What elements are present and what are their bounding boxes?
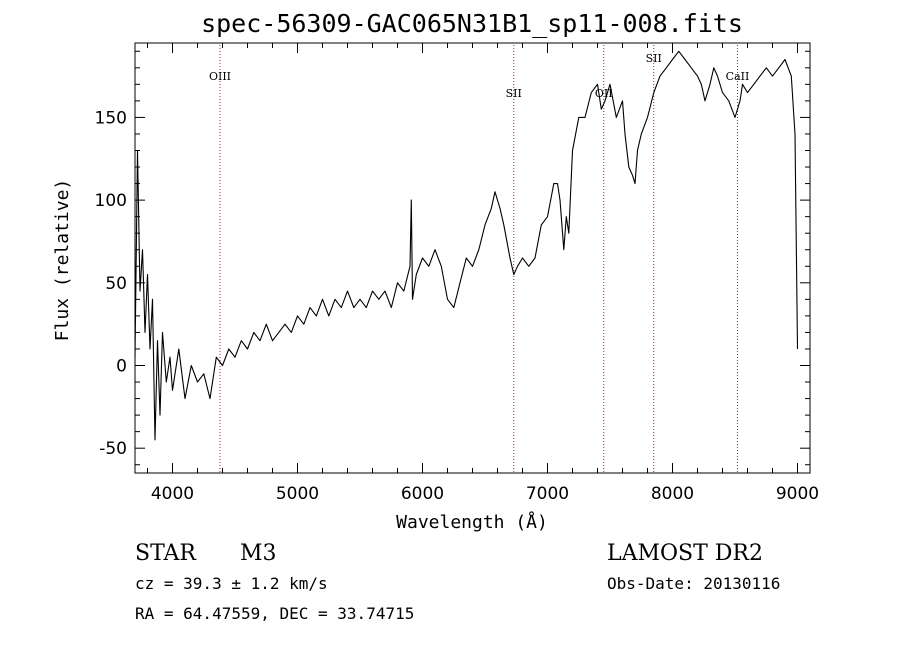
object-class: STAR [135, 541, 197, 566]
x-tick-label: 5000 [276, 484, 319, 504]
y-tick-label: 100 [95, 191, 127, 211]
x-tick-label: 4000 [151, 484, 194, 504]
y-tick-label: 50 [105, 274, 127, 294]
y-tick-label: -50 [99, 439, 127, 459]
redshift-velocity: cz = 39.3 ± 1.2 km/s [135, 574, 328, 593]
y-tick-label: 0 [116, 357, 127, 377]
survey-name: LAMOST DR2 [607, 541, 763, 566]
spectral-line-label: OIII [209, 70, 231, 83]
plot-frame [134, 42, 811, 474]
y-axis-label: Flux (relative) [52, 179, 73, 342]
x-tick-label: 7000 [526, 484, 569, 504]
spectral-line-label: CaII [726, 70, 750, 83]
x-axis-label: Wavelength (Å) [396, 511, 548, 533]
observation-date: Obs-Date: 20130116 [607, 574, 780, 593]
x-tick-label: 9000 [776, 484, 819, 504]
y-tick-label: 150 [95, 108, 127, 128]
spectral-line-label: OII [595, 87, 613, 100]
spectral-line-label: SII [646, 52, 662, 65]
spectrum-series-line [134, 50, 799, 441]
object-subclass: M3 [240, 541, 277, 566]
x-tick-label: 8000 [651, 484, 694, 504]
x-tick-label: 6000 [401, 484, 444, 504]
plot-area: 4000 5000 6000 7000 8000 9000 -50 0 50 100 150 OIII… [95, 42, 819, 504]
spectral-line-label: SII [506, 87, 522, 100]
chart-title: spec-56309-GAC065N31B1_sp11-008.fits [201, 9, 743, 38]
sky-coordinates: RA = 64.47559, DEC = 33.74715 [135, 604, 414, 623]
